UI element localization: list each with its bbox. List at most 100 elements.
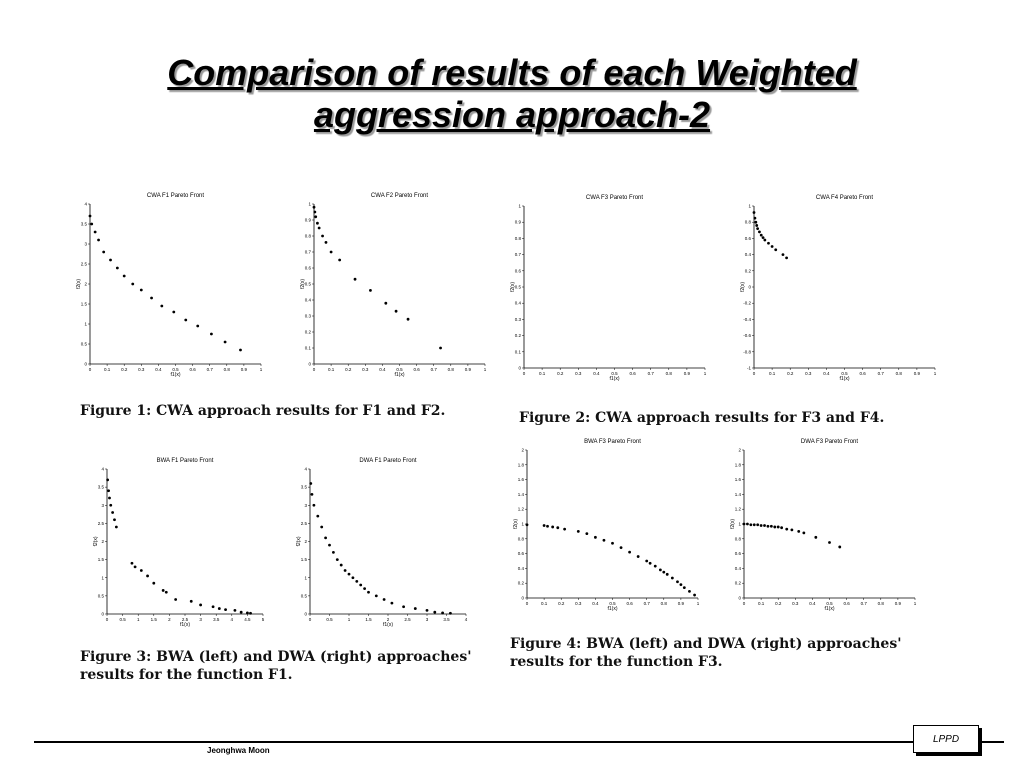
y-tick-label: 2.5 — [98, 521, 105, 526]
data-point — [131, 282, 135, 286]
x-tick-label: 0.8 — [878, 601, 885, 606]
data-point — [546, 524, 549, 528]
data-point — [309, 482, 313, 485]
y-tick-label: 0.6 — [305, 266, 312, 271]
chart-bwa-f3: BWA F3 Pareto Front 0 0.1 0.2 0.3 0.4 0.5 0.6 0.… — [513, 439, 700, 612]
chart-title: DWA F3 Pareto Front — [801, 439, 858, 445]
data-point — [688, 589, 691, 593]
y-tick-label: 0 — [738, 596, 741, 601]
data-point — [239, 610, 243, 614]
y-tick-label: 0 — [304, 612, 307, 617]
x-tick-label: 0.7 — [207, 367, 214, 372]
data-point — [106, 478, 110, 482]
y-tick-label: 0.4 — [518, 566, 525, 571]
x-tick-label: 0.6 — [626, 601, 633, 606]
chart-cwa-f3: CWA F3 Pareto Front 0 0.1 0.2 0.3 0.4 0.5 0.6 0.… — [510, 195, 707, 382]
data-point — [122, 274, 126, 278]
data-point — [611, 541, 614, 545]
x-tick-label: 2 — [168, 617, 171, 622]
y-tick-label: 0.1 — [515, 349, 522, 354]
x-tick-label: 0.1 — [104, 367, 111, 372]
y-tick-label: 3.5 — [301, 485, 308, 490]
data-point — [108, 496, 111, 500]
data-point — [317, 226, 321, 230]
data-point — [88, 214, 92, 218]
x-tick-label: 0.8 — [224, 367, 231, 372]
x-tick-label: 0 — [106, 617, 109, 622]
x-tick-label: 1.5 — [365, 617, 372, 622]
x-axis-label: f1(x) — [825, 606, 835, 612]
y-tick-label: -0.2 — [743, 301, 751, 306]
data-point — [113, 518, 116, 522]
y-tick-label: 0 — [308, 362, 311, 367]
x-tick-label: 1 — [348, 617, 351, 622]
data-point — [439, 346, 442, 350]
y-tick-label: 0 — [101, 612, 104, 617]
y-tick-label: 1 — [748, 204, 751, 209]
y-tick-label: 0.2 — [305, 330, 312, 335]
data-point — [324, 241, 328, 244]
data-point — [310, 492, 314, 496]
data-point — [838, 545, 842, 549]
y-tick-label: 1.5 — [98, 557, 105, 562]
data-point — [107, 489, 110, 493]
data-point — [390, 601, 394, 605]
data-point — [189, 599, 193, 603]
x-tick-label: 0.1 — [539, 371, 546, 376]
y-tick-label: 1.8 — [518, 462, 525, 467]
x-tick-label: 0.1 — [541, 601, 548, 606]
data-point — [665, 572, 669, 576]
y-tick-label: 2 — [304, 539, 307, 544]
y-tick-label: 0.2 — [518, 581, 525, 586]
y-tick-label: 0.9 — [515, 220, 522, 225]
y-tick-label: 3 — [304, 503, 307, 508]
y-tick-label: 1.6 — [735, 477, 742, 482]
data-point — [759, 524, 763, 527]
y-tick-label: -0.8 — [743, 349, 751, 354]
x-tick-label: 0.6 — [629, 371, 636, 376]
x-tick-label: 0.7 — [878, 371, 885, 376]
y-tick-label: 1 — [521, 522, 524, 527]
x-tick-label: 0.8 — [666, 371, 673, 376]
data-point — [239, 348, 242, 352]
data-point — [594, 535, 597, 539]
data-point — [313, 210, 317, 214]
x-tick-label: 0 — [526, 601, 529, 606]
data-point — [152, 581, 156, 585]
data-point — [314, 215, 318, 219]
data-point — [433, 610, 437, 614]
data-point — [249, 611, 252, 615]
y-tick-label: 0.3 — [515, 317, 522, 322]
data-point — [449, 611, 452, 615]
data-point — [781, 253, 785, 256]
y-tick-label: 1 — [101, 575, 104, 580]
x-tick-label: 0.6 — [843, 601, 850, 606]
data-point — [233, 608, 237, 612]
data-point — [332, 550, 335, 554]
x-tick-label: 0.5 — [172, 367, 179, 372]
x-tick-label: 5 — [262, 617, 265, 622]
data-point — [223, 340, 227, 344]
data-point — [130, 561, 134, 565]
data-point — [670, 576, 674, 580]
y-axis-label: f2(x) — [513, 519, 519, 529]
lppd-logo: LPPD — [913, 725, 979, 753]
x-axis-label: f1(x) — [840, 376, 850, 382]
logo-text: LPPD — [932, 733, 960, 745]
y-tick-label: 0.6 — [735, 551, 742, 556]
y-axis-label: f2(x) — [76, 279, 82, 289]
data-point — [662, 570, 666, 574]
y-tick-label: 0.5 — [515, 285, 522, 290]
x-tick-label: 0.2 — [787, 371, 794, 376]
y-tick-label: 1.5 — [301, 557, 308, 562]
y-tick-label: 0.4 — [735, 566, 742, 571]
y-tick-label: 2.5 — [81, 262, 88, 267]
caption-figure-4: Figure 4: BWA (left) and DWA (right) app… — [510, 636, 902, 670]
data-point — [164, 590, 168, 594]
x-tick-label: 0.7 — [648, 371, 655, 376]
x-tick-label: 0.8 — [448, 367, 455, 372]
data-point — [109, 258, 112, 262]
y-tick-label: 0.1 — [305, 346, 312, 351]
x-tick-label: 1 — [260, 367, 263, 372]
x-tick-label: 1 — [704, 371, 707, 376]
